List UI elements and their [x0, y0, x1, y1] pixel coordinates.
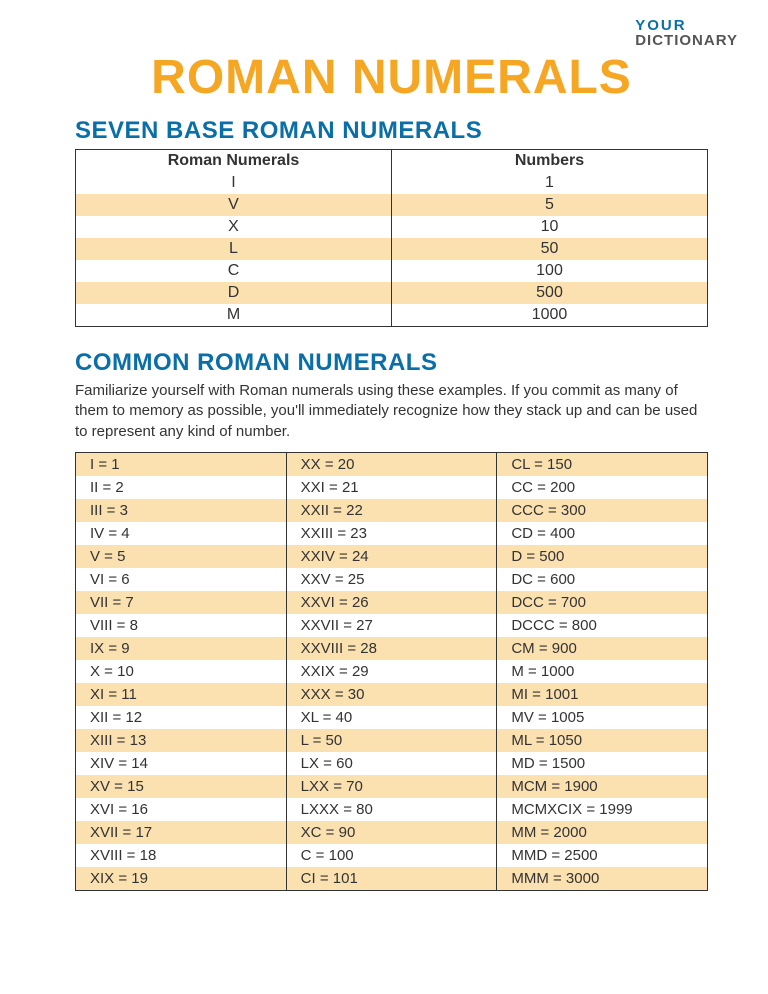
common-row: XXII = 22 — [287, 499, 497, 522]
common-row: DCC = 700 — [497, 591, 707, 614]
common-column: CL = 150CC = 200CCC = 300CD = 400D = 500… — [497, 453, 707, 890]
common-column: I = 1II = 2III = 3IV = 4V = 5VI = 6VII =… — [76, 453, 287, 890]
common-row: XVI = 16 — [76, 798, 286, 821]
common-row: I = 1 — [76, 453, 286, 476]
cell-number: 500 — [392, 282, 708, 304]
cell-number: 50 — [392, 238, 708, 260]
cell-roman: I — [76, 172, 392, 194]
common-row: CM = 900 — [497, 637, 707, 660]
table-row: X10 — [76, 216, 708, 238]
common-row: XL = 40 — [287, 706, 497, 729]
common-row: XV = 15 — [76, 775, 286, 798]
common-column: XX = 20XXI = 21XXII = 22XXIII = 23XXIV =… — [287, 453, 498, 890]
table-row: L50 — [76, 238, 708, 260]
cell-roman: V — [76, 194, 392, 216]
logo-line1: YOUR — [635, 18, 686, 33]
common-row: MM = 2000 — [497, 821, 707, 844]
cell-number: 1 — [392, 172, 708, 194]
common-row: MV = 1005 — [497, 706, 707, 729]
common-row: XII = 12 — [76, 706, 286, 729]
page-title: ROMAN NUMERALS — [75, 50, 708, 105]
section2-heading: COMMON ROMAN NUMERALS — [75, 349, 708, 377]
common-row: DCCC = 800 — [497, 614, 707, 637]
common-row: XVIII = 18 — [76, 844, 286, 867]
common-row: VIII = 8 — [76, 614, 286, 637]
cell-roman: M — [76, 304, 392, 327]
common-row: MCMXCIX = 1999 — [497, 798, 707, 821]
common-row: C = 100 — [287, 844, 497, 867]
table-row: M1000 — [76, 304, 708, 327]
cell-roman: C — [76, 260, 392, 282]
cell-number: 5 — [392, 194, 708, 216]
common-row: III = 3 — [76, 499, 286, 522]
common-row: MD = 1500 — [497, 752, 707, 775]
common-row: LXXX = 80 — [287, 798, 497, 821]
cell-roman: L — [76, 238, 392, 260]
common-row: CC = 200 — [497, 476, 707, 499]
common-row: XXV = 25 — [287, 568, 497, 591]
cell-number: 1000 — [392, 304, 708, 327]
common-row: XI = 11 — [76, 683, 286, 706]
common-row: XIII = 13 — [76, 729, 286, 752]
cell-number: 10 — [392, 216, 708, 238]
common-row: V = 5 — [76, 545, 286, 568]
common-row: XVII = 17 — [76, 821, 286, 844]
table-row: V5 — [76, 194, 708, 216]
common-row: XXIX = 29 — [287, 660, 497, 683]
common-row: XXIV = 24 — [287, 545, 497, 568]
logo-line2: DICTIONARY — [635, 32, 738, 49]
common-row: CI = 101 — [287, 867, 497, 890]
common-row: CD = 400 — [497, 522, 707, 545]
common-row: VII = 7 — [76, 591, 286, 614]
brand-logo: YOUR DICTIONARY — [635, 18, 738, 48]
common-row: IX = 9 — [76, 637, 286, 660]
common-row: XXX = 30 — [287, 683, 497, 706]
table-row: D500 — [76, 282, 708, 304]
table-row: I1 — [76, 172, 708, 194]
common-row: DC = 600 — [497, 568, 707, 591]
common-row: XIX = 19 — [76, 867, 286, 890]
table-row: C100 — [76, 260, 708, 282]
common-row: XX = 20 — [287, 453, 497, 476]
common-row: CL = 150 — [497, 453, 707, 476]
common-row: MMD = 2500 — [497, 844, 707, 867]
common-row: M = 1000 — [497, 660, 707, 683]
common-row: VI = 6 — [76, 568, 286, 591]
common-row: XIV = 14 — [76, 752, 286, 775]
section2-intro: Familiarize yourself with Roman numerals… — [75, 381, 708, 442]
common-row: XXI = 21 — [287, 476, 497, 499]
table-header-numbers: Numbers — [392, 150, 708, 173]
common-row: MMM = 3000 — [497, 867, 707, 890]
common-row: D = 500 — [497, 545, 707, 568]
common-row: XXVIII = 28 — [287, 637, 497, 660]
common-row: MI = 1001 — [497, 683, 707, 706]
section1-heading: SEVEN BASE ROMAN NUMERALS — [75, 117, 708, 145]
cell-roman: X — [76, 216, 392, 238]
common-row: LXX = 70 — [287, 775, 497, 798]
common-row: XXVI = 26 — [287, 591, 497, 614]
common-row: CCC = 300 — [497, 499, 707, 522]
common-row: IV = 4 — [76, 522, 286, 545]
base-numerals-table: Roman Numerals Numbers I1V5X10L50C100D50… — [75, 149, 708, 327]
common-row: XXVII = 27 — [287, 614, 497, 637]
common-row: XXIII = 23 — [287, 522, 497, 545]
common-row: II = 2 — [76, 476, 286, 499]
common-row: LX = 60 — [287, 752, 497, 775]
common-row: ML = 1050 — [497, 729, 707, 752]
table-header-roman: Roman Numerals — [76, 150, 392, 173]
cell-roman: D — [76, 282, 392, 304]
cell-number: 100 — [392, 260, 708, 282]
common-numerals-table: I = 1II = 2III = 3IV = 4V = 5VI = 6VII =… — [75, 452, 708, 891]
common-row: X = 10 — [76, 660, 286, 683]
common-row: MCM = 1900 — [497, 775, 707, 798]
common-row: L = 50 — [287, 729, 497, 752]
common-row: XC = 90 — [287, 821, 497, 844]
